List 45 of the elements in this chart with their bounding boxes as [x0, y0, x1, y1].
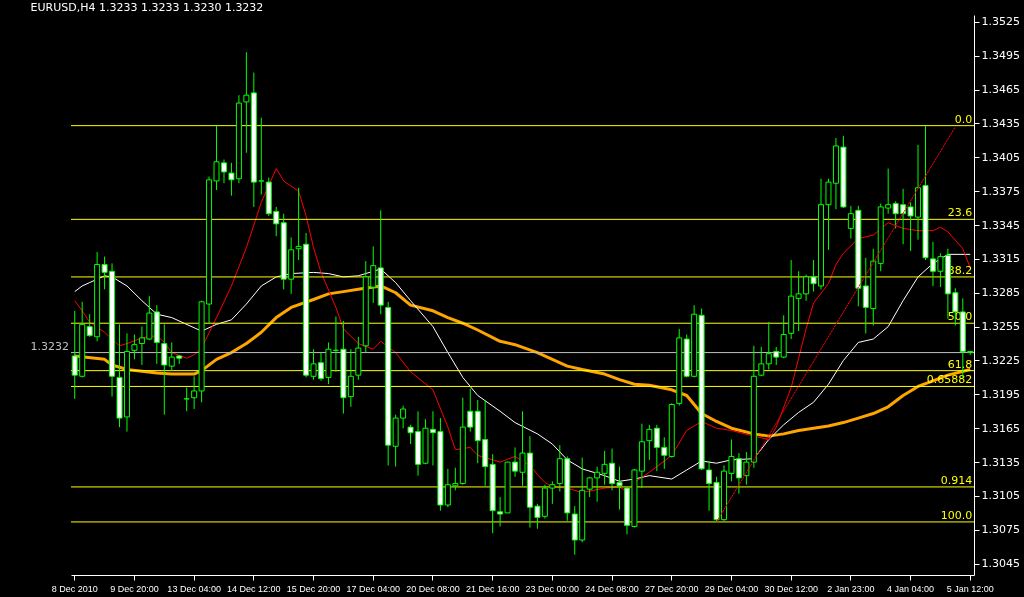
- y-tick-label: 1.3195: [981, 387, 1020, 401]
- y-tick-label: 1.3045: [981, 557, 1020, 571]
- candlestick: [161, 323, 168, 416]
- annotation: 0.914: [940, 473, 973, 487]
- x-tick-label: 15 Dec 20:00: [286, 583, 341, 594]
- x-tick-label: 2 Jan 23:00: [827, 583, 875, 594]
- y-tick-label: 1.3525: [981, 15, 1020, 29]
- y-tick-label: 1.3435: [981, 116, 1020, 130]
- x-tick-label: 23 Dec 00:00: [525, 583, 580, 594]
- y-tick-label: 1.3135: [981, 455, 1020, 469]
- y-tick-label: 1.3105: [981, 489, 1020, 503]
- annotation: 0.0: [954, 112, 973, 126]
- x-tick-label: 24 Dec 08:00: [585, 583, 639, 594]
- y-tick-label: 1.3075: [981, 523, 1020, 537]
- y-tick-label: 1.3345: [981, 218, 1020, 232]
- candlestick: [758, 346, 765, 377]
- x-tick-label: 17 Dec 04:00: [346, 583, 401, 594]
- candlestick: [258, 117, 265, 196]
- x-tick-label: 8 Dec 2010: [51, 583, 98, 594]
- annotation: 23.6: [947, 206, 973, 220]
- candlestick: [131, 334, 138, 360]
- ref-line-label: 1.3232: [30, 339, 69, 353]
- x-tick-label: 9 Dec 20:00: [110, 583, 159, 594]
- x-tick-label: 14 Dec 12:00: [227, 583, 281, 594]
- y-tick-label: 1.3255: [981, 320, 1020, 334]
- chart-title: EURUSD,H4 1.3233 1.3233 1.3230 1.3232: [30, 1, 264, 14]
- x-tick-label: 20 Dec 08:00: [406, 583, 460, 594]
- y-tick-label: 1.3375: [981, 184, 1020, 198]
- annotation: 100.0: [940, 508, 973, 522]
- y-tick-label: 1.3285: [981, 286, 1020, 300]
- y-tick-label: 1.3165: [981, 421, 1020, 435]
- x-tick-label: 4 Jan 04:00: [887, 583, 935, 594]
- candlestick: [183, 387, 190, 412]
- x-tick-label: 5 Jan 12:00: [946, 583, 994, 594]
- y-tick-label: 1.3315: [981, 252, 1020, 266]
- x-tick-label: 29 Dec 04:00: [704, 583, 759, 594]
- y-tick-label: 1.3495: [981, 49, 1020, 63]
- x-tick-label: 13 Dec 04:00: [167, 583, 221, 594]
- y-tick-label: 1.3225: [981, 353, 1020, 367]
- y-tick-label: 1.3465: [981, 83, 1020, 97]
- x-tick-label: 30 Dec 12:00: [764, 583, 818, 594]
- candlestick: [780, 314, 787, 359]
- x-tick-label: 21 Dec 16:00: [465, 583, 520, 594]
- x-tick-label: 27 Dec 20:00: [644, 583, 699, 594]
- y-tick-label: 1.3405: [981, 150, 1020, 164]
